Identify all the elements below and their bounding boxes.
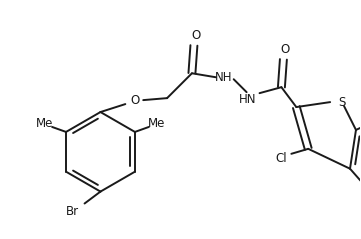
Text: Me: Me xyxy=(35,118,53,130)
Text: O: O xyxy=(191,29,200,42)
Text: Cl: Cl xyxy=(275,152,287,165)
Text: Br: Br xyxy=(66,205,79,218)
Text: Me: Me xyxy=(148,118,165,130)
Text: O: O xyxy=(281,43,290,56)
Text: S: S xyxy=(338,96,346,109)
Text: HN: HN xyxy=(239,93,256,106)
Text: NH: NH xyxy=(215,71,232,84)
Text: O: O xyxy=(131,94,140,107)
